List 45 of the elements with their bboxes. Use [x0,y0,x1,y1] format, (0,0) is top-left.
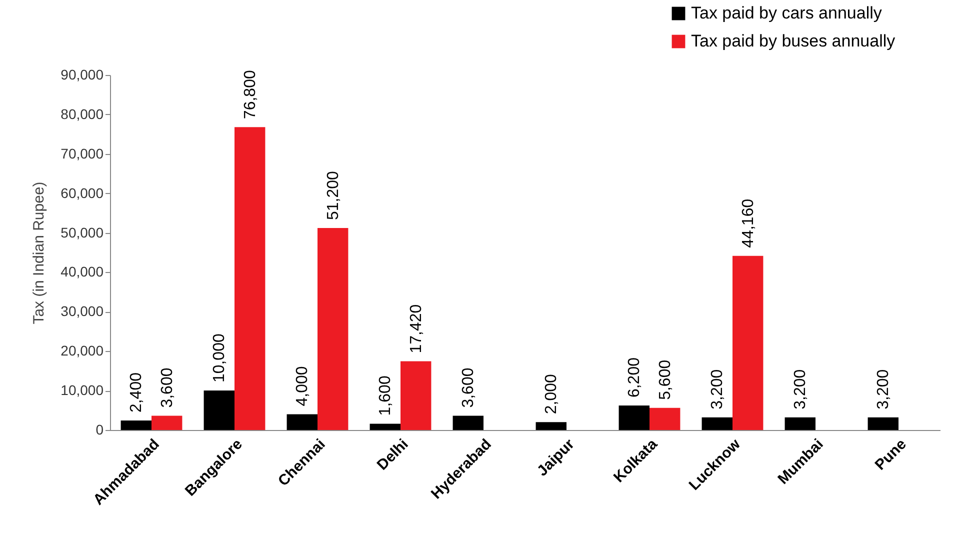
y-tick-label: 50,000 [60,224,104,240]
y-tick-label: 90,000 [60,66,104,82]
legend-label: Tax paid by cars annually [691,4,882,22]
bar [732,256,764,430]
y-tick-label: 70,000 [60,145,104,162]
y-tick-label: 10,000 [60,382,104,398]
data-label: 3,200 [875,369,892,410]
legend-label: Tax paid by buses annually [691,32,896,50]
bar [120,420,152,430]
data-label: 3,600 [460,368,478,408]
bar [286,414,318,430]
bar [536,422,566,430]
data-label: 76,800 [242,70,259,120]
data-label: 4,000 [294,366,312,406]
y-axis-title: Tax (in Indian Rupee) [30,182,48,324]
bar [370,424,400,430]
y-tick-label: 0 [96,422,104,438]
bar [204,390,234,430]
bar [234,127,266,430]
data-label: 6,200 [626,357,644,398]
data-label: 2,400 [128,372,146,413]
y-tick-label: 20,000 [60,342,104,359]
data-label: 44,160 [740,198,757,248]
data-label: 2,000 [543,374,560,414]
y-tick-label: 40,000 [60,264,104,280]
bar [702,417,732,430]
bar [318,228,348,430]
bar [650,408,680,430]
data-label: 10,000 [211,334,228,383]
bar [618,406,650,430]
data-label: 5,600 [656,360,674,400]
y-tick-label: 80,000 [60,106,104,122]
bar [784,417,816,430]
y-tick-label: 30,000 [60,303,104,320]
bar [452,416,484,430]
data-label: 3,200 [792,369,810,410]
data-label: 3,600 [158,368,176,408]
bar [868,417,898,430]
data-label: 1,600 [377,376,394,416]
y-tick-label: 60,000 [60,184,104,201]
data-label: 51,200 [324,171,342,220]
bar [400,361,432,430]
data-label: 3,200 [709,369,726,410]
bar [152,416,182,430]
data-label: 17,420 [408,304,425,354]
